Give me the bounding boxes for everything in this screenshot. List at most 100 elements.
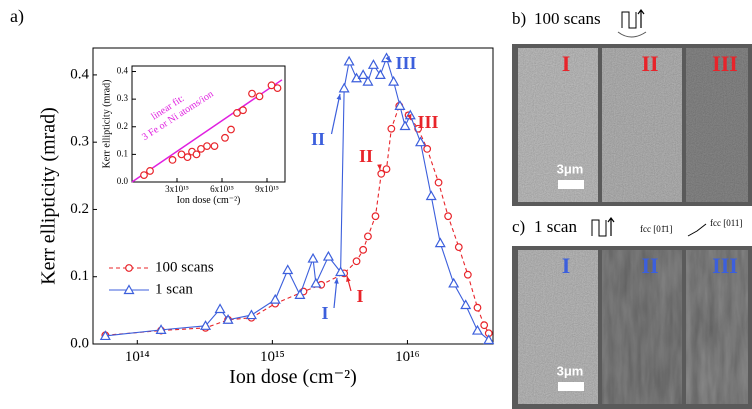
circle-marker (352, 257, 361, 266)
scale-label: 3μm (557, 161, 584, 176)
strip-label: II (641, 253, 658, 278)
y-tick-label: 0.3 (70, 134, 89, 150)
y-axis-label: Kerr ellipticity (mrad) (38, 107, 60, 285)
circle-marker (444, 212, 452, 221)
y-tick-label: 0.2 (70, 201, 89, 217)
triangle-marker (415, 136, 427, 147)
micrograph-strip (518, 48, 598, 202)
x-tick-label: 6x10¹⁵ (210, 184, 234, 194)
triangle-marker (357, 69, 369, 80)
triangle-marker (199, 320, 212, 330)
arrow-head (334, 278, 339, 284)
y-tick-label: 0.0 (117, 176, 129, 186)
triangle-marker (214, 303, 226, 314)
circle-marker (140, 171, 148, 179)
triangle-marker (374, 69, 386, 80)
legend-label: 100 scans (155, 259, 214, 275)
x-tick-label: 10¹⁶ (395, 349, 420, 365)
circle-marker (473, 303, 482, 312)
annotation-arrow (330, 93, 341, 135)
circle-marker (248, 89, 256, 98)
y-tick-label: 0.2 (117, 121, 128, 131)
circle-marker (203, 142, 211, 150)
arrow-head (377, 164, 382, 170)
circle-marker (273, 84, 282, 92)
circle-marker (382, 165, 391, 173)
y-tick-label: 0.4 (70, 66, 89, 82)
triangle-marker (483, 334, 495, 345)
triangle-marker (367, 59, 379, 69)
strip-label: I (562, 253, 571, 278)
triangle-marker (338, 82, 350, 93)
arrow-head (407, 114, 412, 120)
circle-marker (210, 142, 219, 150)
micrograph-strip (686, 250, 748, 404)
triangle-marker (282, 264, 294, 275)
circle-marker (454, 243, 463, 252)
strip-label: III (712, 253, 738, 278)
triangle-marker (394, 100, 406, 110)
figure-label: a) (10, 6, 24, 27)
triangle-marker (335, 266, 347, 277)
triangle-marker (362, 75, 374, 86)
panel-title: 100 scans (534, 9, 601, 28)
circle-marker (227, 125, 235, 134)
direction-label: fcc [011] (710, 218, 742, 228)
scan-icon (591, 219, 607, 237)
plot-frame (131, 65, 286, 183)
strip-label: III (712, 51, 738, 76)
strip-label: II (641, 51, 658, 76)
circle-marker (168, 156, 177, 164)
circle-marker (434, 178, 443, 187)
circle-marker (463, 270, 472, 279)
circle-marker (480, 321, 489, 330)
y-axis-label: Kerr ellipticity (mrad) (101, 80, 112, 169)
triangle-marker (294, 289, 306, 299)
annotation: II (311, 129, 325, 149)
legend-marker (125, 264, 133, 272)
y-tick-label: 0.0 (70, 335, 89, 351)
panel-title: 1 scan (534, 217, 577, 236)
triangle-marker (307, 252, 319, 263)
scan-arrow (637, 9, 645, 28)
direction-arrows (687, 223, 707, 237)
panel-label: c) (512, 217, 525, 236)
triangle-marker (99, 330, 111, 341)
circle-marker (146, 167, 154, 175)
annotation: I (321, 303, 328, 323)
scan-arrow (607, 217, 615, 236)
y-tick-label: 0.3 (117, 93, 129, 103)
plot-frame (92, 47, 494, 345)
triangle-marker (155, 324, 167, 334)
x-tick-label: 10¹⁵ (260, 349, 285, 365)
circle-marker (183, 153, 192, 162)
circle-marker (377, 169, 386, 178)
micrograph-strip (686, 48, 748, 202)
circle-marker (239, 106, 247, 115)
triangle-marker (222, 314, 234, 324)
x-axis-label: Ion dose (cm⁻²) (177, 195, 241, 206)
x-tick-label: 10¹⁴ (125, 349, 150, 365)
annotation: III (417, 112, 438, 132)
triangle-marker (425, 190, 437, 201)
triangle-marker (460, 299, 472, 310)
annotation: III (395, 53, 416, 73)
strip-label: I (562, 51, 571, 76)
triangle-marker (343, 55, 355, 66)
triangle-marker (434, 237, 446, 248)
triangle-marker (269, 293, 281, 304)
triangle-marker (388, 75, 400, 86)
annotation: II (359, 146, 373, 166)
scan-icon (621, 11, 637, 29)
x-tick-label: 3x10¹⁵ (165, 184, 189, 194)
annotation: I (356, 286, 363, 306)
triangle-marker (399, 120, 411, 131)
circle-marker (423, 145, 432, 153)
circle-marker (387, 124, 396, 133)
circle-marker (192, 150, 201, 159)
panel-label: b) (512, 9, 526, 28)
scale-bar (558, 180, 584, 189)
circle-marker (255, 92, 264, 101)
circle-marker (371, 212, 380, 221)
micrograph-strip (602, 48, 682, 202)
